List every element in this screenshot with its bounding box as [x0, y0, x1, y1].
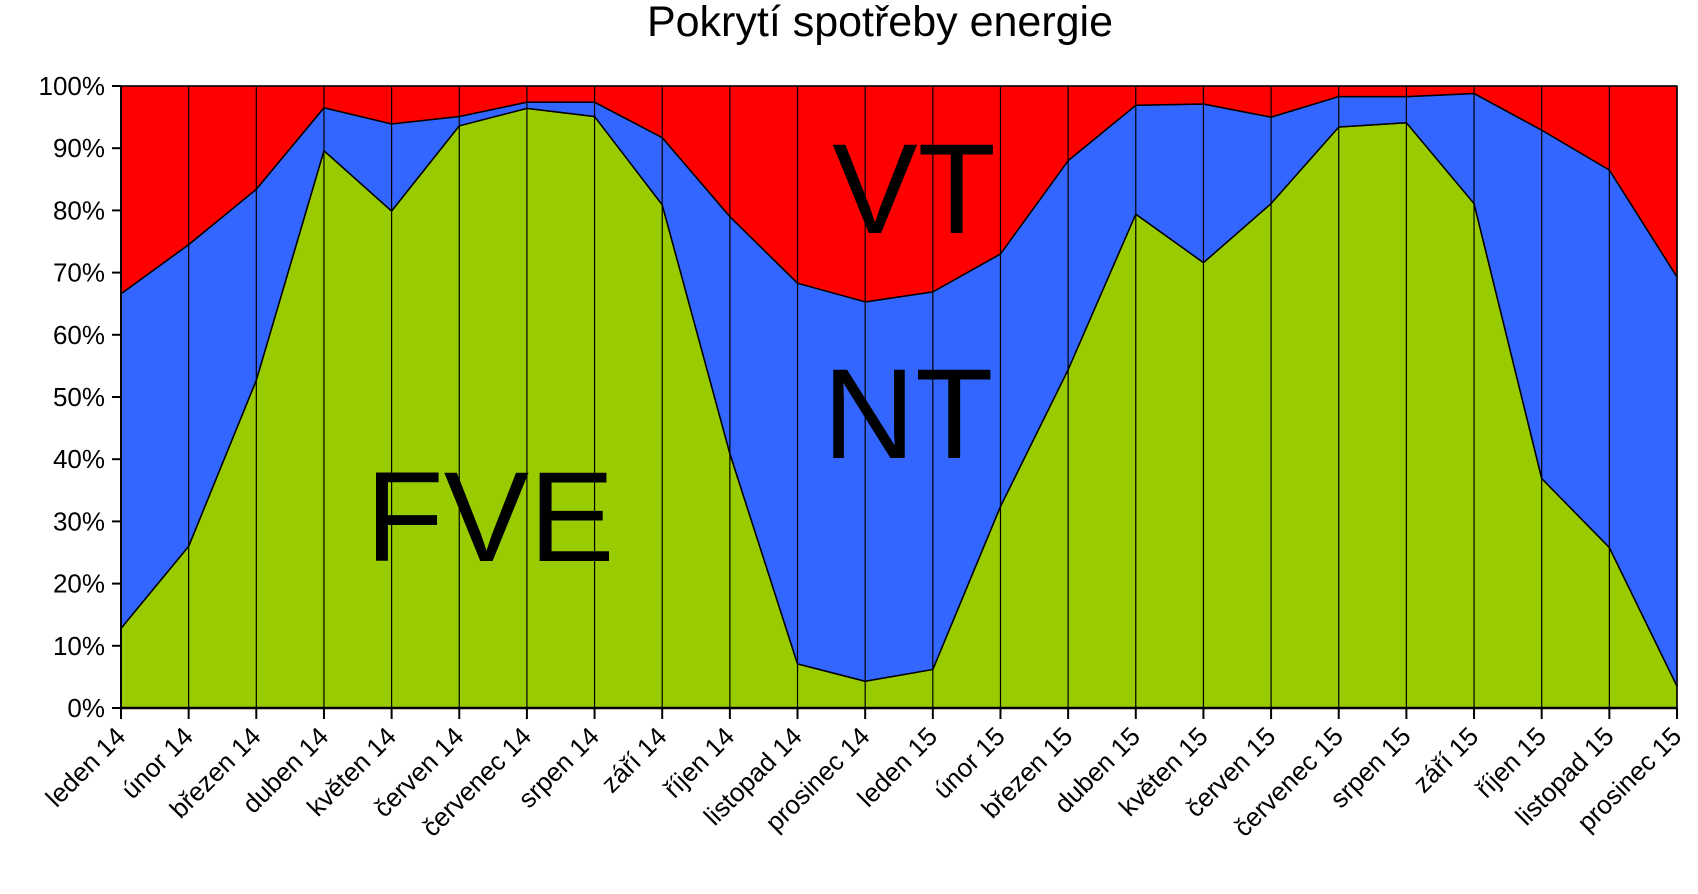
y-tick-label: 30% [53, 506, 105, 536]
annotation-nt: NT [823, 343, 994, 486]
y-tick-label: 90% [53, 133, 105, 163]
y-tick-label: 10% [53, 631, 105, 661]
y-tick-label: 20% [53, 569, 105, 599]
annotation-vt: VT [832, 118, 996, 261]
y-tick-label: 100% [39, 71, 106, 101]
chart-title: Pokrytí spotřeby energie [647, 0, 1113, 46]
y-tick-label: 40% [53, 444, 105, 474]
y-tick-label: 50% [53, 382, 105, 412]
y-tick-label: 70% [53, 258, 105, 288]
x-tick-label: leden 14 [39, 721, 131, 813]
annotation-fve: FVE [366, 446, 615, 589]
y-tick-label: 0% [67, 693, 105, 723]
y-tick-label: 60% [53, 320, 105, 350]
y-tick-label: 80% [53, 195, 105, 225]
